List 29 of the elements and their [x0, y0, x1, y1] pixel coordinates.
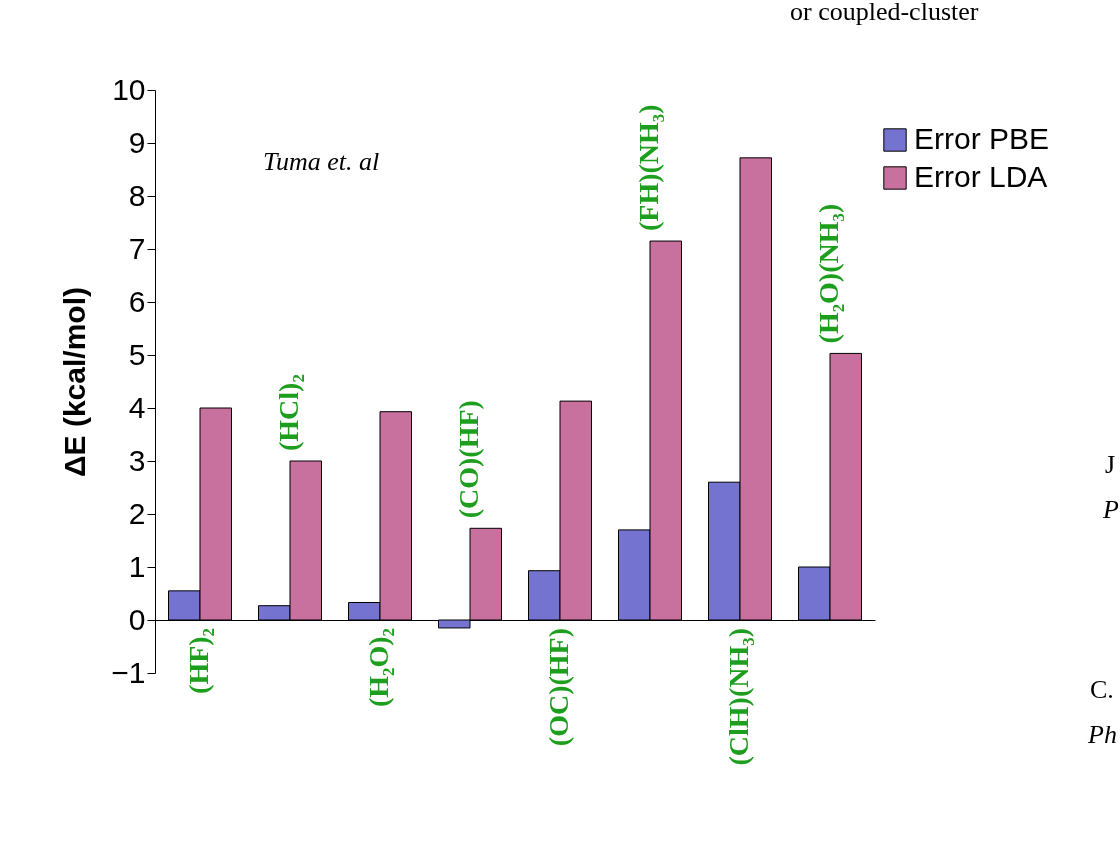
- y-tick-label: 10: [112, 72, 146, 106]
- x-tick-label: (HCl)₂: [273, 374, 304, 451]
- y-axis-title: ΔE (kcal/mol): [58, 287, 92, 477]
- legend-label: Error LDA: [914, 160, 1048, 193]
- text: J: [1105, 450, 1116, 479]
- annotation: Tuma et. al: [263, 147, 380, 176]
- text: C.: [1090, 675, 1114, 704]
- x-tick-label: (HF)₂: [183, 628, 214, 694]
- y-tick-label: 7: [128, 231, 146, 265]
- x-tick-label: (H₂O)₂: [363, 628, 394, 707]
- y-tick-label: 2: [128, 496, 146, 530]
- x-tick-label: (H₂O)(NH₃): [813, 203, 844, 344]
- x-tick-label: (ClH)(NH₃): [723, 628, 754, 766]
- y-tick-label: 5: [128, 337, 146, 371]
- y-tick-label: 6: [128, 284, 146, 318]
- y-tick-label: 0: [128, 602, 146, 636]
- y-tick-label: 4: [128, 390, 146, 424]
- y-tick-label: −1: [111, 655, 146, 689]
- text: P: [1102, 495, 1119, 524]
- y-tick-label: 1: [128, 549, 146, 583]
- y-tick-label: 3: [128, 443, 146, 477]
- text: or coupled-cluster: [790, 0, 979, 26]
- x-tick-label: (OC)(HF): [543, 628, 574, 747]
- y-tick-label: 8: [128, 178, 146, 212]
- legend-label: Error PBE: [914, 122, 1050, 155]
- y-tick-label: 9: [128, 125, 146, 159]
- text: Ph: [1087, 720, 1117, 749]
- x-tick-label: (CO)(HF): [453, 400, 484, 519]
- x-tick-label: (FH)(NH₃): [633, 104, 664, 232]
